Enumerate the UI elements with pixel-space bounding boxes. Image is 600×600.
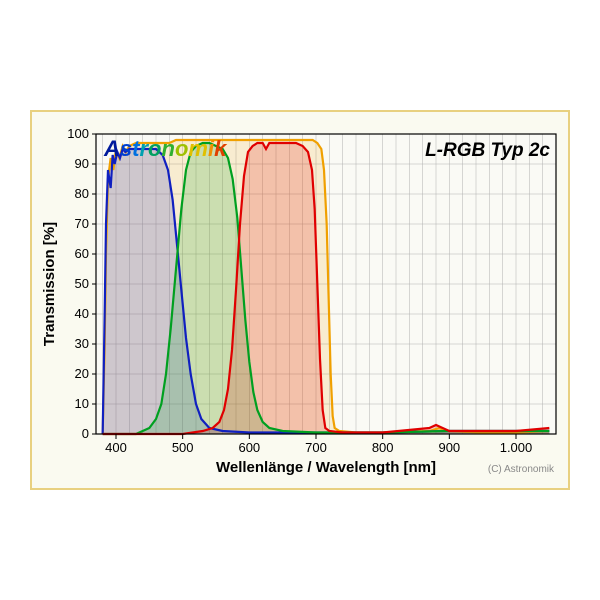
ytick-label: 90 [75,156,89,171]
ytick-label: 30 [75,336,89,351]
ytick-label: 100 [67,126,89,141]
x-axis-label: Wellenlänge / Wavelength [nm] [216,459,436,476]
chart-subtitle: L-RGB Typ 2c [425,140,550,161]
ytick-label: 20 [75,366,89,381]
chart-title: Astronomik [103,136,228,161]
ytick-label: 80 [75,186,89,201]
xtick-label: 700 [305,440,327,455]
xtick-label: 400 [105,440,127,455]
copyright-label: (C) Astronomik [488,464,555,475]
chart-frame: 400 500 600 700 800 900 1.000 0 10 20 30 40 50 60 70 80… [30,110,570,490]
ytick-label: 60 [75,246,89,261]
xtick-label: 800 [372,440,394,455]
xtick-label: 500 [172,440,194,455]
y-axis-label: Transmission [%] [41,222,58,346]
xtick-label: 1.000 [500,440,533,455]
ytick-label: 40 [75,306,89,321]
ytick-label: 0 [82,426,89,441]
transmission-chart: 400 500 600 700 800 900 1.000 0 10 20 30 40 50 60 70 80… [36,116,568,488]
xtick-label: 600 [238,440,260,455]
ytick-label: 50 [75,276,89,291]
xtick-label: 900 [438,440,460,455]
ytick-label: 10 [75,396,89,411]
ytick-label: 70 [75,216,89,231]
